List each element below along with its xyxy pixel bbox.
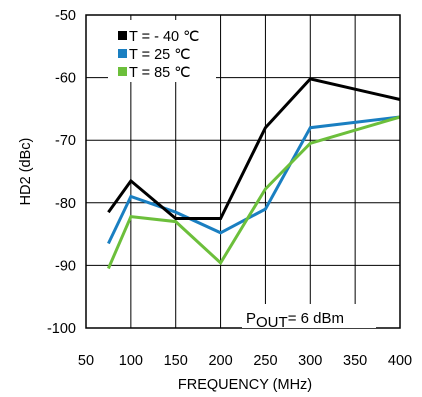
legend-label: T = - 40 ℃ — [129, 29, 199, 45]
series-line-0 — [107, 77, 401, 220]
x-tick-label: 150 — [164, 353, 188, 369]
y-tick-labels: -50 -60 -70 -80 -90 -100 — [47, 8, 76, 337]
x-tick-label: 350 — [343, 353, 367, 369]
y-tick-label: -60 — [55, 71, 76, 87]
series-line-2 — [107, 115, 401, 270]
annotation-base: P — [246, 310, 256, 327]
annotation-subscript: OUT — [256, 314, 288, 331]
annotation-background — [242, 304, 376, 328]
legend-swatch — [118, 31, 127, 40]
y-tick-label: -70 — [55, 133, 76, 149]
legend-swatch — [118, 49, 127, 58]
x-tick-labels: 50 100 150 200 250 300 350 400 — [78, 353, 412, 369]
x-tick-label: 200 — [208, 353, 232, 369]
y-tick-label: -100 — [47, 321, 76, 337]
annotation-rest: = 6 dBm — [288, 310, 344, 327]
x-tick-label: 400 — [388, 353, 412, 369]
series-lines — [107, 77, 401, 270]
y-tick-label: -90 — [55, 258, 76, 274]
annotation-text: POUT= 6 dBm — [246, 310, 344, 331]
y-axis-title: HD2 (dBc) — [18, 138, 34, 206]
legend-label: T = 25 ℃ — [129, 47, 191, 63]
legend: T = - 40 ℃ T = 25 ℃ T = 85 ℃ — [108, 20, 216, 82]
y-tick-label: -50 — [55, 8, 76, 24]
y-tick-label: -80 — [55, 196, 76, 212]
x-axis-title: FREQUENCY (MHz) — [178, 377, 312, 393]
series-line-1 — [107, 115, 401, 245]
pout-annotation: POUT= 6 dBm — [242, 304, 376, 331]
legend-label: T = 85 ℃ — [129, 65, 191, 81]
x-tick-label: 300 — [298, 353, 322, 369]
x-tick-label: 50 — [78, 353, 94, 369]
x-tick-label: 100 — [119, 353, 143, 369]
legend-swatch — [118, 67, 127, 76]
x-tick-label: 250 — [253, 353, 277, 369]
